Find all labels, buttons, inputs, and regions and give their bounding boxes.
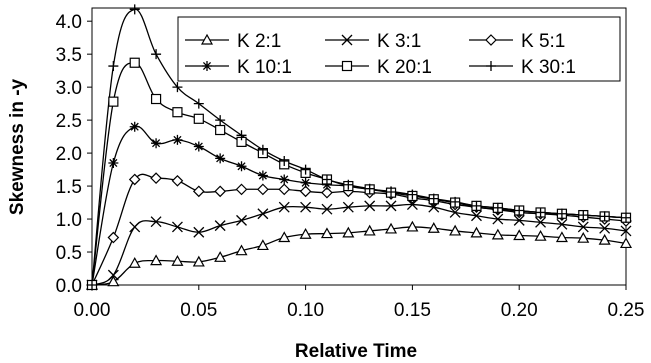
data-point-asterisk xyxy=(258,171,268,181)
legend-label: K 5:1 xyxy=(521,31,565,52)
data-point-square xyxy=(130,58,139,67)
y-tick-label: 1.0 xyxy=(56,210,82,231)
data-point-square xyxy=(216,126,225,135)
data-point-asterisk xyxy=(108,158,118,168)
x-tick-label: 0.20 xyxy=(501,300,538,321)
data-point-square xyxy=(194,114,203,123)
data-point-asterisk xyxy=(151,138,161,148)
data-point-square xyxy=(152,95,161,104)
x-tick-label: 0.10 xyxy=(287,300,324,321)
y-tick-label: 2.0 xyxy=(56,144,82,165)
data-point-asterisk xyxy=(194,142,204,152)
y-tick-label: 0.0 xyxy=(56,276,82,297)
data-point-square xyxy=(173,108,182,117)
legend-label: K 20:1 xyxy=(377,57,432,78)
y-tick-label: 4.0 xyxy=(56,12,82,33)
legend-label: K 3:1 xyxy=(377,31,421,52)
legend: K 2:1 K 3:1 K 5:1 K 10:1 K 20:1 K 30:1 xyxy=(178,17,620,81)
y-tick-label: 3.5 xyxy=(56,45,82,66)
data-point-asterisk xyxy=(279,174,289,184)
data-point-asterisk xyxy=(130,122,140,132)
legend-marker-square xyxy=(343,62,352,71)
x-tick-label: 0.00 xyxy=(74,300,111,321)
legend-label: K 2:1 xyxy=(237,31,281,52)
y-tick-label: 2.5 xyxy=(56,111,82,132)
y-axis-title: Skewness in -y xyxy=(7,78,28,215)
data-point-square xyxy=(109,97,118,106)
legend-label: K 30:1 xyxy=(521,57,576,78)
data-point-asterisk xyxy=(301,178,311,188)
data-point-asterisk xyxy=(215,153,225,163)
data-point-asterisk xyxy=(237,161,247,171)
legend-label: K 10:1 xyxy=(237,57,292,78)
y-tick-label: 3.0 xyxy=(56,78,82,99)
y-tick-label: 0.5 xyxy=(56,243,82,264)
x-tick-label: 0.25 xyxy=(608,300,645,321)
data-point-asterisk xyxy=(172,135,182,145)
x-tick-label: 0.15 xyxy=(394,300,431,321)
x-tick-label: 0.05 xyxy=(180,300,217,321)
x-axis-title: Relative Time xyxy=(295,341,417,362)
legend-marker-asterisk xyxy=(202,61,212,71)
y-tick-label: 1.5 xyxy=(56,177,82,198)
